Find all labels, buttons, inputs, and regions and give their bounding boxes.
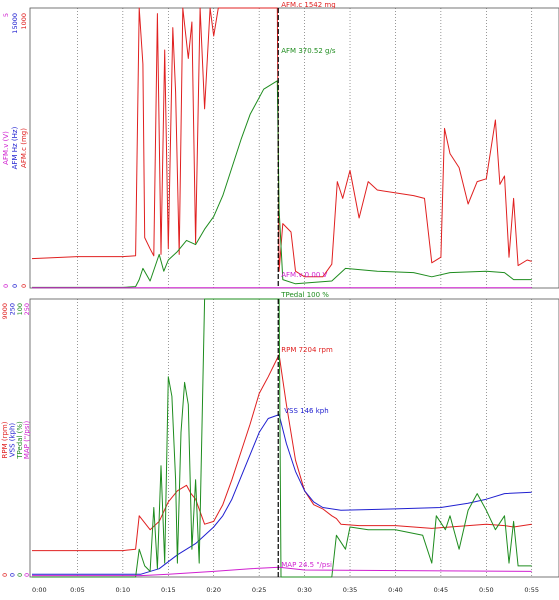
cursor-label-vss: VSS 146 kph [284,407,328,415]
x-tick-label: 0:30 [297,586,312,594]
tick-vss-max: 250 [9,303,17,315]
x-tick-label: 0:15 [161,586,176,594]
bottom-panel-series [32,298,532,578]
tick-afm-c-min: 0 [20,284,28,288]
bottom-panel-frame [29,298,559,578]
x-tick-label: 0:00 [32,586,47,594]
tick-map-min: 0 [23,573,31,577]
x-tick-label: 0:50 [479,586,494,594]
cursor-label-afm-v: AFM.v 0.00 V [281,271,327,279]
x-tick-label: 0:35 [343,586,358,594]
series-line-afm_mg [31,7,532,278]
bottom-panel-grid [77,299,533,577]
cursor-label-afm-c: AFM.c 1542 mg [281,1,335,9]
top-panel-series [31,7,532,289]
axis-title-afm-hz: AFM Hz (Hz) [11,126,19,169]
tick-map-max: 250 [23,303,31,315]
series-line-rpm [32,354,532,552]
tick-tpedal-max: 100 [16,303,24,315]
tick-rpm-max: 9000 [1,303,9,320]
tick-rpm-min: 0 [1,573,9,577]
tick-afm-c-max: 1000 [20,13,28,30]
axis-title-afm-v: AFM.v (V) [2,131,10,165]
axis-title-rpm: RPM (rpm) [1,421,9,458]
x-tick-label: 0:45 [434,586,449,594]
cursor-label-rpm: RPM 7204 rpm [281,346,333,354]
x-tick-label: 0:55 [524,586,539,594]
series-line-vss [32,414,532,575]
series-line-afm_gs [32,80,532,288]
cursor-label-afm-gs: AFM 370.52 g/s [281,47,336,55]
x-tick-label: 0:40 [388,586,403,594]
x-tick-label: 0:05 [70,586,85,594]
cursor-label-map: MAP 24.5 "/psi [281,561,332,569]
x-tick-label: 0:20 [206,586,221,594]
axis-title-map: MAP ("/psi) [23,421,31,460]
tick-afm-v-max: 5 [2,13,10,17]
x-tick-label: 0:10 [116,586,131,594]
series-line-map [32,566,532,577]
axis-title-tpedal: TPedal (%) [16,421,24,460]
x-tick-label: 0:25 [252,586,267,594]
series-line-tpedal [32,298,532,578]
axis-title-vss: VSS (kph) [9,423,17,458]
x-axis: 0:00 0:05 0:10 0:15 0:20 0:25 0:30 0:35 0:40 0:45… [32,586,539,594]
tick-vss-min: 0 [9,573,17,577]
cursor-label-tpedal: TPedal 100 % [280,291,329,299]
tick-tpedal-min: 0 [16,573,24,577]
tick-afm-v-min: 0 [2,284,10,288]
tick-afm-hz-max: 15000 [11,13,19,34]
tick-afm-hz-min: 0 [11,284,19,288]
top-panel-frame [29,7,559,289]
axis-title-afm-c: AFM.c (mg) [20,128,28,168]
